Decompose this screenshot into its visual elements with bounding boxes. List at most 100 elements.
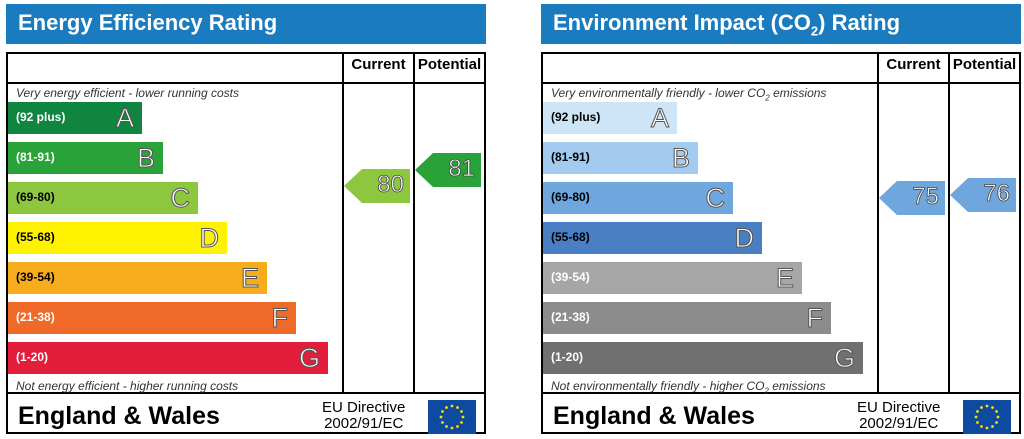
band-f: (21-38) F: [543, 302, 831, 334]
band-letter: E: [775, 263, 794, 294]
divider: [8, 392, 484, 394]
potential-rating-arrow: 81: [415, 153, 481, 187]
energy-chart-box: Current Potential Very energy efficient …: [6, 52, 486, 434]
band-range: (39-54): [16, 270, 55, 284]
band-b: (81-91) B: [8, 142, 163, 174]
divider: [877, 54, 879, 394]
band-e: (39-54) E: [8, 262, 267, 294]
region-label: England & Wales: [18, 402, 220, 430]
eu-star: [439, 415, 443, 419]
environment-chart-box: Current Potential Very environmentally f…: [541, 52, 1021, 434]
band-g: (1-20) G: [8, 342, 328, 374]
eu-star: [976, 421, 979, 424]
band-letter: C: [705, 183, 725, 214]
band-c: (69-80) C: [543, 182, 733, 214]
band-range: (55-68): [16, 230, 55, 244]
eu-star: [991, 425, 994, 428]
current-rating-value: 75: [912, 183, 939, 211]
band-letter: C: [170, 183, 190, 214]
eu-directive-label: EU Directive 2002/91/EC: [857, 400, 940, 432]
eu-star: [991, 406, 994, 409]
eu-star: [996, 415, 1000, 419]
eu-star: [460, 421, 463, 424]
current-rating-value: 80: [377, 171, 404, 199]
eu-star: [460, 410, 463, 413]
band-letter: G: [833, 343, 855, 374]
environment-impact-panel: Environment Impact (CO2) Rating Current …: [541, 4, 1021, 434]
eu-star: [985, 426, 989, 430]
top-note: Very energy efficient - lower running co…: [16, 86, 239, 100]
band-letter: B: [671, 143, 690, 174]
current-column-header: Current: [886, 56, 941, 73]
band-letter: D: [199, 223, 219, 254]
band-a: (92 plus) A: [543, 102, 677, 134]
potential-rating-value: 76: [983, 180, 1010, 208]
eu-directive-label: EU Directive 2002/91/EC: [322, 400, 405, 432]
band-letter: D: [734, 223, 754, 254]
eu-flag-icon: [428, 400, 476, 434]
band-f: (21-38) F: [8, 302, 296, 334]
eu-directive-line1: EU Directive: [857, 399, 941, 416]
eu-flag-icon: [963, 400, 1011, 434]
eu-star: [456, 406, 459, 409]
divider: [8, 82, 484, 84]
energy-efficiency-panel: Energy Efficiency Rating Current Potenti…: [6, 4, 486, 434]
potential-rating-value: 81: [448, 155, 475, 183]
band-range: (69-80): [551, 190, 590, 204]
band-range: (81-91): [551, 150, 590, 164]
divider: [543, 392, 1019, 394]
eu-star: [980, 425, 983, 428]
eu-directive-line2: 2002/91/EC: [859, 415, 939, 432]
current-rating-arrow: 75: [879, 181, 945, 215]
eu-star: [441, 421, 444, 424]
potential-column-header: Potential: [952, 56, 1017, 73]
environment-title: Environment Impact (CO2) Rating: [541, 4, 1021, 44]
band-a: (92 plus) A: [8, 102, 142, 134]
eu-star: [976, 410, 979, 413]
eu-star: [461, 415, 465, 419]
region-label: England & Wales: [553, 402, 755, 430]
potential-column-header: Potential: [417, 56, 482, 73]
band-range: (55-68): [551, 230, 590, 244]
band-range: (21-38): [16, 310, 55, 324]
band-letter: F: [806, 303, 823, 334]
band-letter: F: [271, 303, 288, 334]
bottom-note: Not environmentally friendly - higher CO…: [551, 379, 826, 396]
eu-star: [450, 426, 454, 430]
band-e: (39-54) E: [543, 262, 802, 294]
eu-star: [980, 406, 983, 409]
band-c: (69-80) C: [8, 182, 198, 214]
band-range: (92 plus): [16, 110, 66, 124]
bottom-note: Not energy efficient - higher running co…: [16, 379, 239, 393]
eu-star: [450, 404, 454, 408]
eu-star: [445, 425, 448, 428]
band-range: (21-38): [551, 310, 590, 324]
divider: [543, 82, 1019, 84]
divider: [342, 54, 344, 394]
eu-directive-line1: EU Directive: [322, 399, 406, 416]
eu-directive-line2: 2002/91/EC: [324, 415, 404, 432]
band-letter: G: [298, 343, 320, 374]
eu-star: [445, 406, 448, 409]
eu-star: [441, 410, 444, 413]
band-range: (69-80): [16, 190, 55, 204]
eu-star: [995, 421, 998, 424]
band-range: (39-54): [551, 270, 590, 284]
band-letter: B: [136, 143, 155, 174]
band-b: (81-91) B: [543, 142, 698, 174]
eu-star: [995, 410, 998, 413]
band-d: (55-68) D: [543, 222, 762, 254]
band-g: (1-20) G: [543, 342, 863, 374]
energy-title: Energy Efficiency Rating: [6, 4, 486, 44]
eu-star: [456, 425, 459, 428]
band-range: (81-91): [16, 150, 55, 164]
band-d: (55-68) D: [8, 222, 227, 254]
eu-star: [974, 415, 978, 419]
eu-star: [985, 404, 989, 408]
band-letter: A: [115, 103, 134, 134]
current-column-header: Current: [351, 56, 406, 73]
band-range: (1-20): [16, 350, 49, 364]
current-rating-arrow: 80: [344, 169, 410, 203]
divider: [948, 54, 950, 394]
divider: [413, 54, 415, 394]
